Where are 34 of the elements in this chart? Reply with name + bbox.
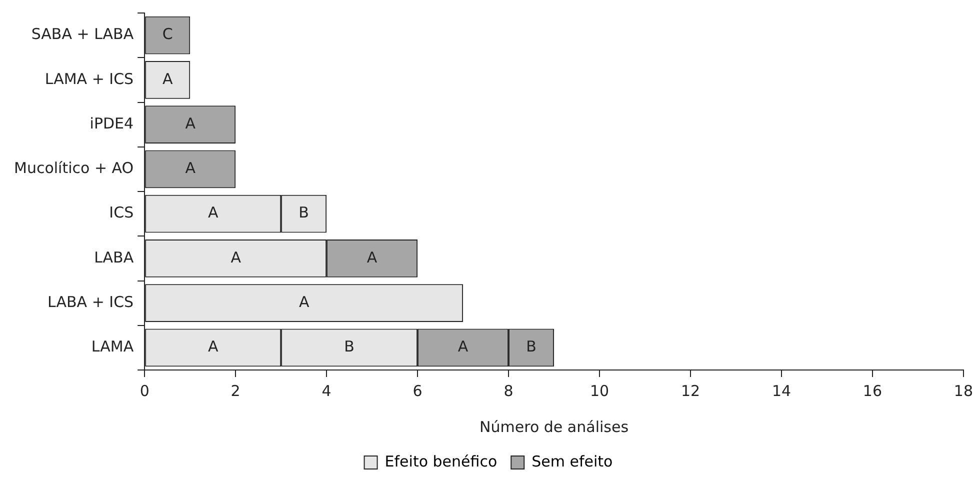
data-label: B — [526, 338, 536, 356]
data-label: A — [185, 114, 196, 132]
y-tick-label: LAMA — [91, 338, 134, 356]
x-tick-label: 16 — [862, 382, 882, 400]
x-tick-label: 4 — [322, 382, 332, 400]
data-label: A — [208, 338, 219, 356]
x-tick-label: 2 — [230, 382, 240, 400]
data-label: A — [162, 70, 174, 88]
legend-label: Sem efeito — [532, 452, 613, 470]
x-axis-title: Número de análises — [480, 418, 629, 436]
y-tick-label: SABA + LABA — [31, 25, 134, 44]
y-tick-label: LABA + ICS — [48, 292, 134, 311]
x-tick-label: 12 — [680, 382, 700, 400]
x-tick-label: 18 — [954, 382, 974, 400]
y-tick-label: ICS — [109, 204, 134, 222]
data-label: B — [298, 204, 309, 222]
data-label: A — [366, 248, 378, 266]
y-tick-label: iPDE4 — [90, 114, 134, 132]
data-label: C — [162, 25, 173, 44]
y-tick-label: LABA — [94, 248, 134, 266]
data-label: A — [208, 204, 219, 222]
data-label: A — [230, 248, 242, 266]
data-label: A — [185, 159, 196, 178]
y-tick-label: LAMA + ICS — [44, 70, 134, 88]
x-tick-label: 14 — [772, 382, 792, 400]
data-label: A — [458, 338, 469, 356]
y-tick-label: Mucolítico + AO — [14, 159, 134, 178]
x-tick-label: 0 — [140, 382, 150, 400]
data-label: A — [298, 292, 310, 311]
x-tick-label: 10 — [590, 382, 610, 400]
x-tick-label: 6 — [412, 382, 422, 400]
x-tick-label: 8 — [504, 382, 514, 400]
legend-label: Efeito benéfico — [384, 452, 498, 470]
data-label: B — [344, 338, 354, 356]
